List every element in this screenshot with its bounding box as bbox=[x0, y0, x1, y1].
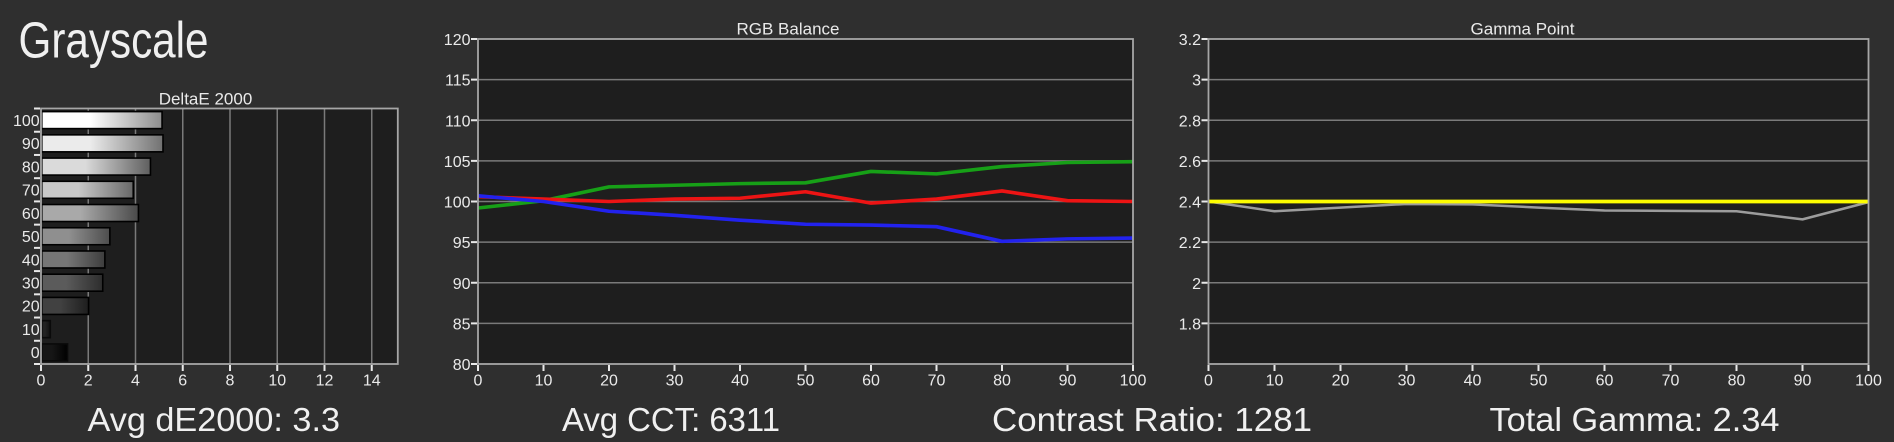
svg-text:50: 50 bbox=[1530, 373, 1548, 390]
svg-text:30: 30 bbox=[666, 373, 684, 390]
svg-text:20: 20 bbox=[600, 373, 618, 390]
svg-text:RGB Balance: RGB Balance bbox=[737, 20, 840, 39]
svg-text:90: 90 bbox=[453, 276, 471, 293]
svg-text:100: 100 bbox=[1120, 373, 1147, 390]
svg-text:100: 100 bbox=[1855, 373, 1882, 390]
svg-text:10: 10 bbox=[268, 373, 286, 390]
svg-text:105: 105 bbox=[444, 154, 471, 171]
svg-text:120: 120 bbox=[444, 32, 471, 49]
svg-text:4: 4 bbox=[131, 373, 140, 390]
svg-text:30: 30 bbox=[22, 276, 40, 293]
svg-text:2.6: 2.6 bbox=[1179, 154, 1201, 171]
svg-text:0: 0 bbox=[474, 373, 483, 390]
svg-text:3: 3 bbox=[1192, 73, 1201, 90]
svg-text:60: 60 bbox=[1596, 373, 1614, 390]
svg-text:DeltaE 2000: DeltaE 2000 bbox=[159, 89, 253, 108]
svg-text:95: 95 bbox=[453, 235, 471, 252]
svg-text:100: 100 bbox=[13, 113, 40, 130]
svg-text:Grayscale: Grayscale bbox=[19, 12, 209, 69]
svg-text:20: 20 bbox=[1332, 373, 1350, 390]
svg-text:70: 70 bbox=[1662, 373, 1680, 390]
svg-text:100: 100 bbox=[444, 195, 471, 212]
svg-text:60: 60 bbox=[862, 373, 880, 390]
svg-text:Contrast Ratio: 1281: Contrast Ratio: 1281 bbox=[992, 401, 1312, 438]
svg-text:10: 10 bbox=[1266, 373, 1284, 390]
svg-text:10: 10 bbox=[22, 322, 40, 339]
svg-text:40: 40 bbox=[731, 373, 749, 390]
svg-text:40: 40 bbox=[1464, 373, 1482, 390]
svg-text:20: 20 bbox=[22, 299, 40, 316]
svg-text:110: 110 bbox=[445, 113, 471, 130]
svg-text:14: 14 bbox=[363, 373, 381, 390]
svg-text:12: 12 bbox=[316, 373, 334, 390]
svg-text:Avg dE2000: 3.3: Avg dE2000: 3.3 bbox=[88, 401, 341, 438]
svg-text:2.8: 2.8 bbox=[1179, 113, 1201, 130]
svg-text:2: 2 bbox=[1192, 276, 1201, 293]
svg-text:0: 0 bbox=[1204, 373, 1213, 390]
svg-text:2.4: 2.4 bbox=[1179, 195, 1201, 212]
svg-text:50: 50 bbox=[22, 229, 40, 246]
svg-text:Avg CCT: 6311: Avg CCT: 6311 bbox=[562, 401, 780, 438]
svg-text:85: 85 bbox=[453, 316, 471, 333]
svg-text:90: 90 bbox=[22, 136, 40, 153]
svg-text:40: 40 bbox=[22, 252, 40, 269]
svg-text:60: 60 bbox=[22, 206, 40, 223]
svg-text:70: 70 bbox=[22, 183, 40, 200]
svg-text:90: 90 bbox=[1794, 373, 1812, 390]
svg-text:Gamma Point: Gamma Point bbox=[1471, 20, 1575, 39]
svg-text:50: 50 bbox=[797, 373, 815, 390]
svg-text:0: 0 bbox=[31, 345, 40, 362]
svg-text:10: 10 bbox=[535, 373, 553, 390]
svg-text:0: 0 bbox=[37, 373, 46, 390]
svg-text:2.2: 2.2 bbox=[1179, 235, 1201, 252]
svg-text:3.2: 3.2 bbox=[1179, 32, 1201, 49]
svg-text:2: 2 bbox=[84, 373, 93, 390]
svg-text:115: 115 bbox=[445, 73, 471, 90]
svg-text:Total Gamma: 2.34: Total Gamma: 2.34 bbox=[1490, 401, 1780, 438]
svg-text:8: 8 bbox=[226, 373, 235, 390]
svg-text:80: 80 bbox=[453, 357, 471, 374]
svg-text:1.8: 1.8 bbox=[1179, 316, 1201, 333]
svg-text:80: 80 bbox=[993, 373, 1011, 390]
svg-text:80: 80 bbox=[1728, 373, 1746, 390]
svg-text:80: 80 bbox=[22, 159, 40, 176]
svg-text:70: 70 bbox=[928, 373, 946, 390]
svg-text:30: 30 bbox=[1398, 373, 1416, 390]
svg-text:6: 6 bbox=[178, 373, 187, 390]
svg-text:90: 90 bbox=[1059, 373, 1077, 390]
